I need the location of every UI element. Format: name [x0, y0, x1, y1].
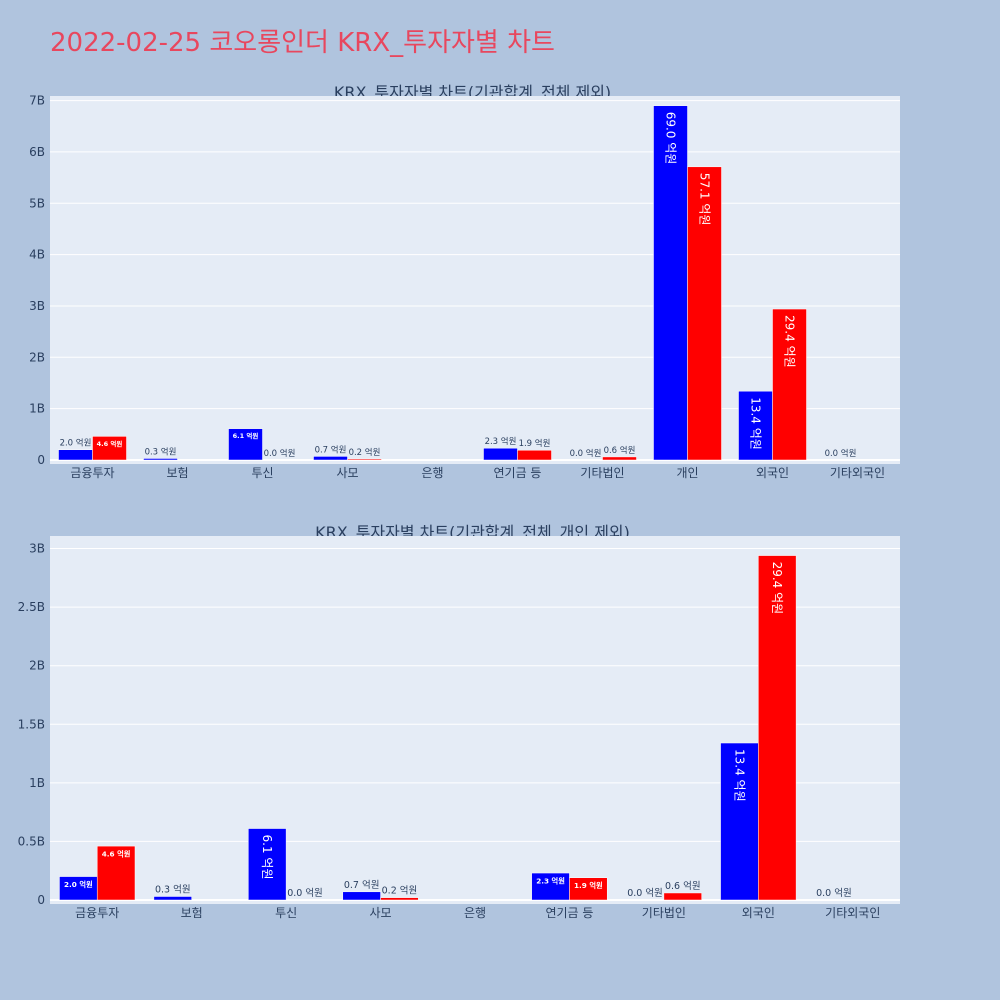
bottom-bar: [380, 897, 419, 901]
top-bar: [772, 308, 807, 461]
bottom-ytick-label: 1.5B: [18, 717, 45, 731]
bottom-bar: [531, 872, 570, 901]
bottom-data-label: 0.3 억원: [155, 883, 191, 895]
bottom-data-label: 0.0 억원: [627, 887, 663, 899]
top-bar: [347, 458, 382, 461]
bottom-ytick-label: 2.5B: [18, 600, 45, 614]
top-data-label: 6.1 억원: [233, 431, 259, 440]
bottom-bar: [720, 742, 759, 901]
top-xtick-label: 개인: [676, 466, 698, 480]
top-ytick-label: 1B: [29, 402, 45, 416]
bottom-ytick-label: 0.5B: [18, 834, 45, 848]
bottom-ytick-label: 3B: [29, 542, 45, 556]
bottom-data-label: 0.7 억원: [344, 879, 380, 891]
bottom-data-label: 13.4 억원: [732, 749, 746, 802]
bottom-data-label: 0.6 억원: [665, 880, 701, 892]
bottom-bar: [569, 877, 608, 901]
top-data-label: 4.6 억원: [97, 439, 123, 448]
page-title: 2022-02-25 코오롱인더 KRX_투자자별 차트: [50, 28, 555, 58]
top-xtick-label: 외국인: [756, 466, 789, 480]
bottom-chart: 0 0.5B 1B 1.5B 2B 2.5B 3B 금융투자 보험 투신 사모 은행 연기금 등 기타법인…: [18, 536, 900, 920]
top-xtick-label: 기타외국인: [830, 466, 885, 480]
bottom-xtick-label: 연기금 등: [545, 906, 593, 920]
top-bar: [687, 166, 722, 461]
top-bar: [602, 456, 637, 461]
bottom-ytick-label: 2B: [29, 659, 45, 673]
top-data-label: 0.3 억원: [145, 446, 177, 457]
top-xtick-label: 은행: [421, 465, 443, 480]
top-xtick-label: 투신: [251, 466, 273, 480]
top-ytick-label: 7B: [29, 94, 45, 108]
bottom-xtick-label: 은행: [464, 905, 486, 920]
top-bar: [738, 390, 773, 461]
top-ytick-label: 5B: [29, 196, 45, 210]
top-data-label: 29.4 억원: [783, 315, 797, 368]
top-data-label: 2.0 억원: [60, 438, 92, 449]
bottom-data-label: 0.2 억원: [382, 885, 418, 897]
bottom-data-label: 0.0 억원: [816, 887, 852, 899]
top-data-label: 0.7 억원: [315, 444, 347, 455]
bottom-xtick-label: 기타법인: [642, 906, 686, 920]
top-ytick-label: 2B: [29, 350, 45, 364]
bottom-data-label: 29.4 억원: [770, 562, 784, 615]
bottom-xtick-label: 외국인: [742, 906, 775, 920]
bottom-xtick-label: 투신: [275, 906, 297, 920]
bottom-xtick-label: 사모: [370, 906, 392, 920]
bottom-data-label: 4.6 억원: [102, 849, 131, 858]
top-xtick-label: 기타법인: [580, 466, 624, 480]
bottom-ytick-label: 1B: [29, 776, 45, 790]
top-bar: [517, 449, 552, 461]
top-xtick-label: 사모: [336, 466, 358, 480]
top-data-label: 0.2 억원: [349, 447, 381, 458]
top-data-label: 57.1 억원: [698, 173, 712, 226]
bottom-data-label: 6.1 억원: [260, 835, 274, 880]
top-data-label: 13.4 억원: [749, 397, 763, 450]
top-bar: [58, 449, 93, 461]
bottom-bar: [248, 828, 287, 901]
top-xtick-label: 연기금 등: [494, 466, 542, 480]
bottom-xtick-label: 금융투자: [75, 906, 119, 920]
top-data-label: 2.3 억원: [485, 436, 517, 447]
top-ytick-label: 3B: [29, 299, 45, 313]
bottom-bar: [153, 896, 192, 901]
top-data-label: 1.9 억원: [519, 438, 551, 449]
top-data-label: 0.0 억원: [264, 448, 296, 459]
top-data-label: 0.6 억원: [604, 445, 636, 456]
top-data-label: 69.0 억원: [664, 112, 678, 165]
top-bar: [228, 428, 263, 461]
top-bar: [313, 456, 348, 461]
bottom-bar: [758, 555, 797, 901]
top-bar: [653, 105, 688, 461]
bottom-xtick-label: 기타외국인: [825, 906, 880, 920]
bottom-data-label: 2.3 억원: [536, 876, 565, 885]
bottom-data-label: 0.0 억원: [287, 887, 323, 899]
top-data-label: 0.0 억원: [570, 448, 602, 459]
top-xtick-label: 보험: [166, 466, 188, 480]
top-ytick-label: 4B: [29, 248, 45, 262]
bottom-ytick-label: 0: [37, 893, 45, 907]
top-xtick-label: 금융투자: [70, 466, 114, 480]
top-bar: [92, 436, 127, 461]
top-ytick-label: 0: [37, 453, 45, 467]
top-bar: [143, 458, 178, 461]
bottom-bar: [663, 892, 702, 901]
bottom-bar: [342, 891, 381, 901]
bottom-bar: [96, 845, 136, 901]
top-data-label: 0.0 억원: [825, 448, 857, 459]
bottom-data-label: 2.0 억원: [64, 880, 93, 889]
bottom-xtick-label: 보험: [181, 906, 203, 920]
top-bar: [483, 447, 518, 461]
top-ytick-label: 6B: [29, 145, 45, 159]
top-chart: 0 1B 2B 3B 4B 5B 6B 7B 금융투자 보험 투신 사모 은행 연기금 등 기타법인 개인 외국…: [29, 94, 900, 480]
bottom-data-label: 1.9 억원: [574, 881, 603, 890]
